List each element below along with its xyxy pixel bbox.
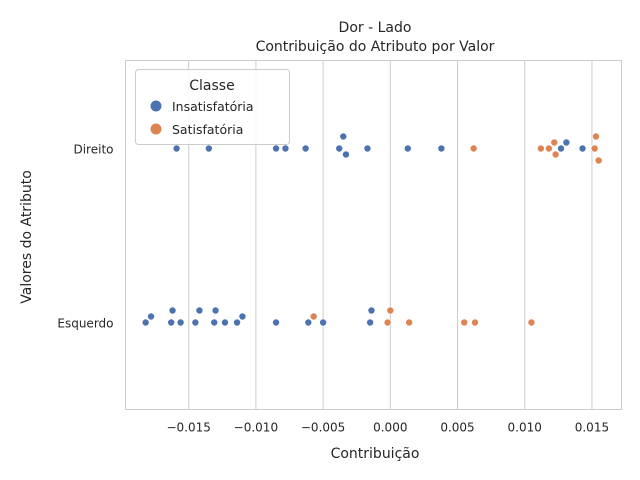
legend-marker-insatisfatoria: [150, 100, 162, 112]
point-insatisfatoria: [221, 318, 229, 327]
point-insatisfatoria: [335, 144, 344, 153]
point-insatisfatoria: [167, 318, 176, 327]
point-insatisfatoria: [172, 144, 181, 153]
point-satisfatoria: [590, 144, 599, 153]
legend-label-satisfatoria: Satisfatória: [172, 122, 243, 137]
point-insatisfatoria: [281, 144, 290, 153]
point-insatisfatoria: [233, 318, 241, 327]
y-tick-label: Direito: [73, 143, 113, 157]
point-satisfatoria: [594, 156, 603, 165]
legend-title: Classe: [189, 78, 234, 94]
point-insatisfatoria: [366, 318, 374, 327]
point-insatisfatoria: [205, 144, 213, 153]
point-satisfatoria: [383, 318, 392, 327]
x-tick-label: 0.000: [373, 421, 407, 435]
point-insatisfatoria: [238, 312, 247, 321]
x-tick-label: 0.005: [440, 421, 474, 435]
y-axis-ticks: Direito Esquerdo: [57, 143, 113, 331]
point-insatisfatoria: [363, 144, 372, 153]
point-satisfatoria: [405, 318, 413, 327]
point-insatisfatoria: [562, 138, 571, 147]
x-tick-label: −0.005: [301, 421, 345, 435]
point-insatisfatoria: [211, 306, 220, 315]
x-axis-ticks: −0.015 −0.010 −0.005 0.000 0.005 0.010 0.015: [166, 421, 609, 435]
point-satisfatoria: [309, 312, 318, 321]
legend-frame: [135, 69, 290, 145]
point-insatisfatoria: [342, 150, 350, 159]
point-satisfatoria: [551, 150, 560, 159]
point-insatisfatoria: [301, 144, 310, 153]
legend: Classe Insatisfatória Satisfatória: [135, 69, 290, 145]
point-insatisfatoria: [141, 318, 150, 327]
x-tick-label: −0.015: [166, 421, 210, 435]
point-satisfatoria: [592, 132, 600, 141]
point-insatisfatoria: [437, 144, 446, 153]
x-axis-label: Contribuição: [331, 446, 420, 462]
point-insatisfatoria: [304, 318, 313, 327]
x-tick-label: 0.010: [508, 421, 542, 435]
point-insatisfatoria: [272, 144, 280, 153]
point-insatisfatoria: [403, 144, 412, 153]
plot-area-frame: [125, 60, 622, 410]
point-satisfatoria: [527, 318, 536, 327]
point-insatisfatoria: [557, 144, 565, 153]
point-insatisfatoria: [147, 312, 155, 321]
y-axis-label: Valores do Atributo: [19, 170, 35, 304]
point-insatisfatoria: [319, 318, 327, 327]
point-insatisfatoria: [191, 318, 200, 327]
point-satisfatoria: [469, 144, 478, 153]
point-satisfatoria: [550, 138, 559, 147]
point-insatisfatoria: [272, 318, 280, 327]
point-satisfatoria: [545, 144, 553, 153]
point-insatisfatoria: [367, 306, 376, 315]
point-satisfatoria: [386, 306, 395, 315]
point-insatisfatoria: [195, 306, 204, 315]
point-satisfatoria: [537, 144, 545, 153]
point-insatisfatoria: [210, 318, 219, 327]
x-tick-label: 0.015: [575, 421, 609, 435]
point-insatisfatoria: [168, 306, 177, 315]
point-satisfatoria: [460, 318, 469, 327]
point-insatisfatoria: [176, 318, 185, 327]
point-insatisfatoria: [339, 132, 348, 141]
chart-subtitle: Contribuição do Atributo por Valor: [256, 39, 495, 55]
x-tick-label: −0.010: [234, 421, 278, 435]
legend-marker-satisfatoria: [150, 123, 162, 135]
chart-title: Dor - Lado: [339, 20, 412, 36]
point-satisfatoria: [471, 318, 479, 327]
legend-label-insatisfatoria: Insatisfatória: [172, 99, 254, 114]
y-tick-label: Esquerdo: [57, 317, 113, 331]
point-insatisfatoria: [578, 144, 587, 153]
data-points: [141, 132, 603, 327]
